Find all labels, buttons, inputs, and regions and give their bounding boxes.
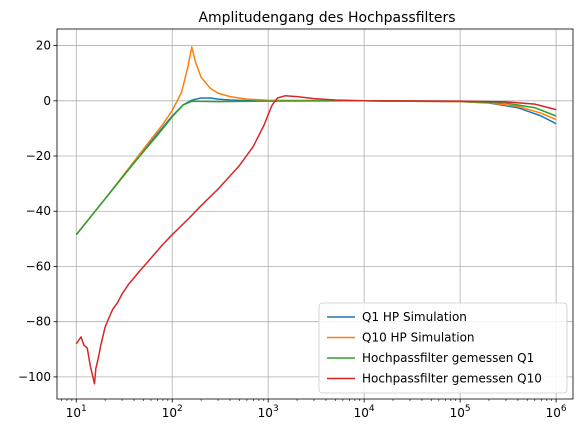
- y-tick-label: −80: [26, 315, 51, 329]
- x-tick-label: 102: [162, 404, 183, 420]
- legend-label: Q1 HP Simulation: [362, 310, 467, 324]
- series-line: [75, 97, 557, 236]
- chart-title: Amplitudengang des Hochpassfilters: [198, 10, 455, 26]
- plot-area-frame: [56, 28, 574, 400]
- x-tick-label: 103: [258, 404, 279, 420]
- series-line: [75, 95, 557, 385]
- series-lines: [75, 46, 557, 385]
- legend-box: [318, 302, 568, 394]
- x-tick-label: 101: [66, 404, 87, 420]
- legend: Q1 HP Simulation Q10 HP Simulation Hochpas…: [318, 302, 568, 394]
- legend-label: Hochpassfilter gemessen Q1: [362, 351, 534, 365]
- x-tick-label: 106: [546, 404, 567, 420]
- series-line: [75, 46, 557, 236]
- y-tick-label: −60: [26, 259, 51, 273]
- y-tick-label: 0: [43, 94, 51, 108]
- legend-label: Hochpassfilter gemessen Q10: [362, 372, 542, 386]
- axis-ticks: 101 102 103 104 105 106 20 0 −20 −40 −60 −80 −100: [18, 39, 567, 420]
- legend-label: Q10 HP Simulation: [362, 331, 475, 345]
- series-line: [75, 100, 557, 236]
- x-tick-label: 105: [450, 404, 471, 420]
- y-tick-label: −40: [26, 204, 51, 218]
- y-tick-label: −100: [18, 370, 51, 384]
- x-tick-label: 104: [354, 404, 375, 420]
- y-tick-label: 20: [36, 39, 51, 53]
- y-tick-label: −20: [26, 149, 51, 163]
